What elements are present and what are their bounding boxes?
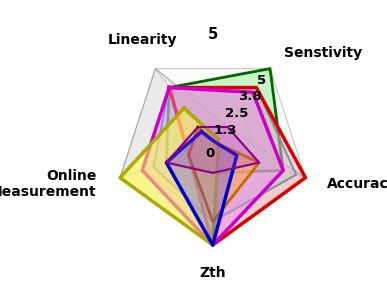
Text: Zth: Zth [199,266,226,280]
Polygon shape [188,127,259,222]
Text: Linearity: Linearity [108,33,178,47]
Text: Online
Measurement: Online Measurement [0,169,97,199]
Text: 1.3: 1.3 [214,124,237,136]
Polygon shape [120,69,305,245]
Polygon shape [153,88,296,222]
Polygon shape [142,88,283,245]
Polygon shape [120,69,305,245]
Text: 2.5: 2.5 [225,108,249,120]
Text: Senstivity: Senstivity [284,46,363,60]
Text: Accuracy: Accuracy [327,177,387,191]
Polygon shape [166,69,283,173]
Polygon shape [169,88,305,245]
Polygon shape [166,127,259,173]
Polygon shape [120,108,219,245]
Text: 3.8: 3.8 [238,90,262,103]
Text: 5: 5 [207,27,218,42]
Text: 0: 0 [205,147,214,160]
Polygon shape [166,132,237,245]
Text: 5: 5 [257,74,266,87]
